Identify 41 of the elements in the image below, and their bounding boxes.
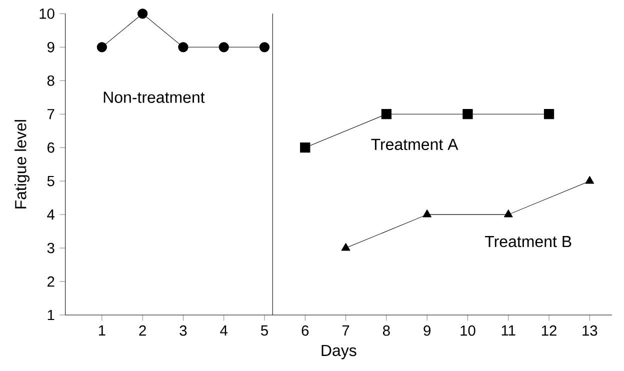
point — [544, 109, 554, 120]
point — [585, 176, 594, 184]
x-tick-label: 11 — [502, 325, 516, 336]
x-tick-label: 10 — [460, 325, 476, 336]
x-tick-label: 1 — [98, 325, 106, 336]
x-tick-label: 13 — [582, 325, 598, 336]
text: Non-treatment — [104, 92, 205, 103]
y-tick-label: 8 — [47, 75, 54, 86]
y-tick-label: 3 — [47, 242, 54, 254]
point — [137, 8, 148, 19]
point — [462, 109, 473, 120]
x-tick-label: 4 — [220, 325, 228, 336]
series-label: Treatment B — [484, 236, 572, 248]
x-tick-label: 9 — [424, 325, 430, 336]
x-tick-label: 3 — [180, 325, 187, 336]
point — [504, 209, 513, 218]
x-tick-label: 12 — [542, 325, 556, 336]
y-tick-label: 7 — [48, 109, 54, 120]
y-tick-label: 5 — [47, 176, 54, 186]
y-axis-title: Fatigue level — [14, 120, 30, 208]
y-tick-label: 4 — [47, 210, 54, 220]
x-tick-label: 6 — [302, 325, 309, 336]
y-tick-label: 10 — [40, 8, 54, 19]
point — [341, 242, 350, 251]
x-tick-label: 8 — [382, 325, 390, 336]
y-tick-label: 2 — [48, 276, 54, 287]
y-tick-label: 9 — [47, 42, 54, 52]
y-tick-label: 1 — [48, 310, 54, 320]
series-label: Treatment A — [371, 138, 458, 150]
point — [300, 142, 310, 153]
x-axis-title: Days — [322, 344, 356, 360]
point — [422, 209, 432, 218]
x-tick-label: 2 — [139, 325, 146, 336]
point — [96, 42, 107, 52]
point — [178, 42, 188, 52]
y-tick-label: 6 — [48, 142, 54, 153]
point — [381, 109, 392, 120]
point — [218, 42, 229, 52]
point — [259, 42, 270, 52]
x-tick-label: 7 — [342, 325, 350, 336]
x-tick-label: 5 — [261, 325, 268, 336]
